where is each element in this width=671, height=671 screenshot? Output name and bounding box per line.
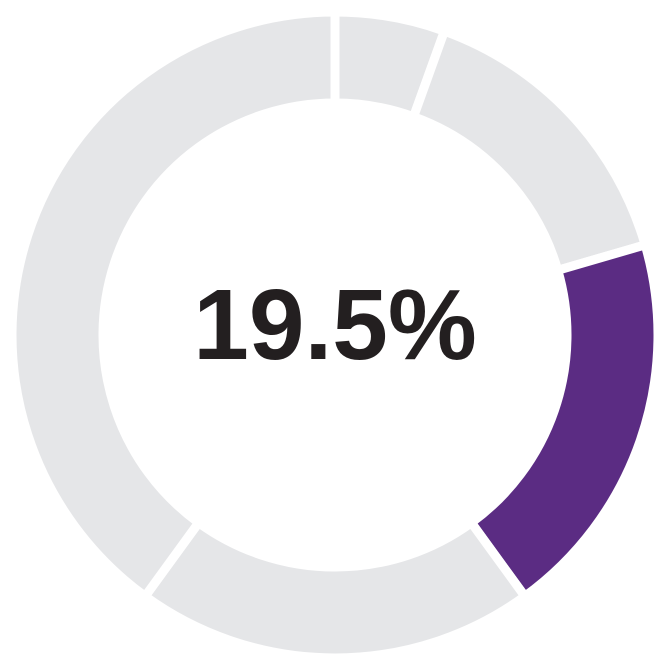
donut-segment — [407, 25, 651, 276]
donut-segment — [7, 7, 340, 603]
center-label: 19.5% — [193, 269, 477, 381]
donut-segment — [138, 516, 532, 663]
donut-segment — [465, 239, 663, 603]
donut — [7, 7, 663, 663]
